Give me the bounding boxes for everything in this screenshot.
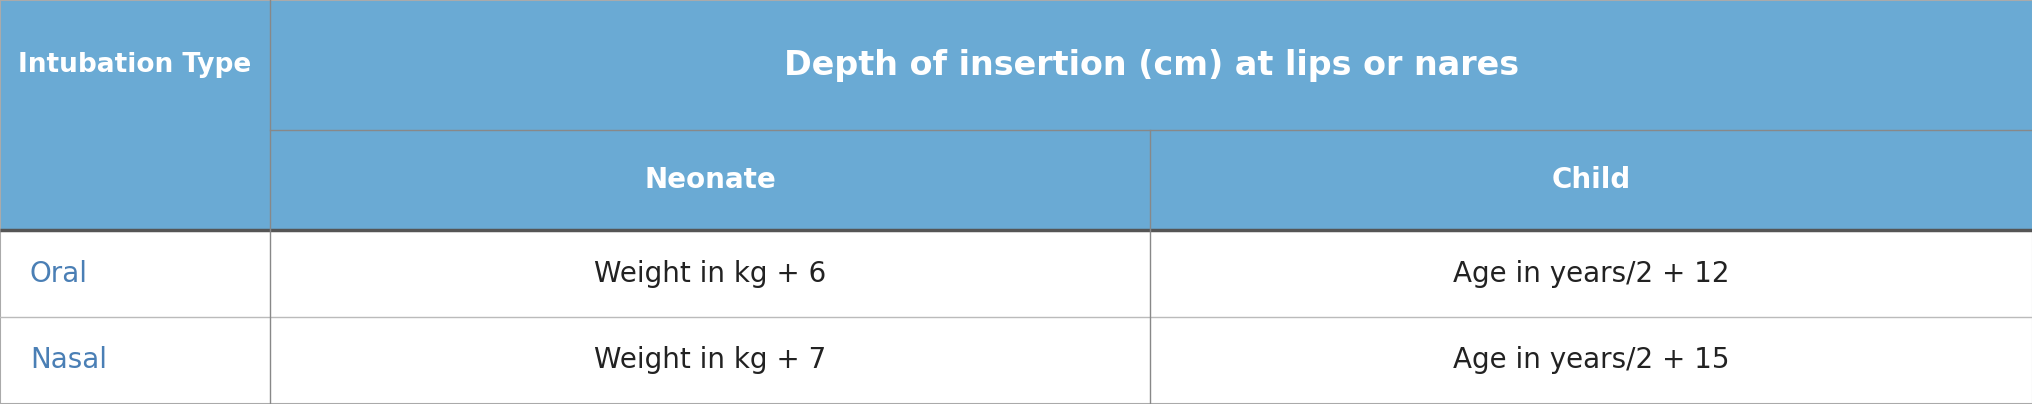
Text: Intubation Type: Intubation Type (18, 52, 252, 78)
Text: Depth of insertion (cm) at lips or nares: Depth of insertion (cm) at lips or nares (784, 48, 1518, 82)
Bar (0, 0, 2032, 130)
Text: Weight in kg + 6: Weight in kg + 6 (593, 259, 825, 288)
Text: Age in years/2 + 15: Age in years/2 + 15 (1453, 347, 1729, 375)
Bar (0, 130, 2032, 230)
Text: Age in years/2 + 12: Age in years/2 + 12 (1453, 259, 1729, 288)
Text: Nasal: Nasal (30, 347, 108, 375)
Text: Oral: Oral (30, 259, 87, 288)
Text: Weight in kg + 7: Weight in kg + 7 (593, 347, 825, 375)
Text: Child: Child (1550, 166, 1630, 194)
Bar (0, 317, 2032, 404)
Text: Neonate: Neonate (644, 166, 776, 194)
Bar (0, 230, 2032, 317)
